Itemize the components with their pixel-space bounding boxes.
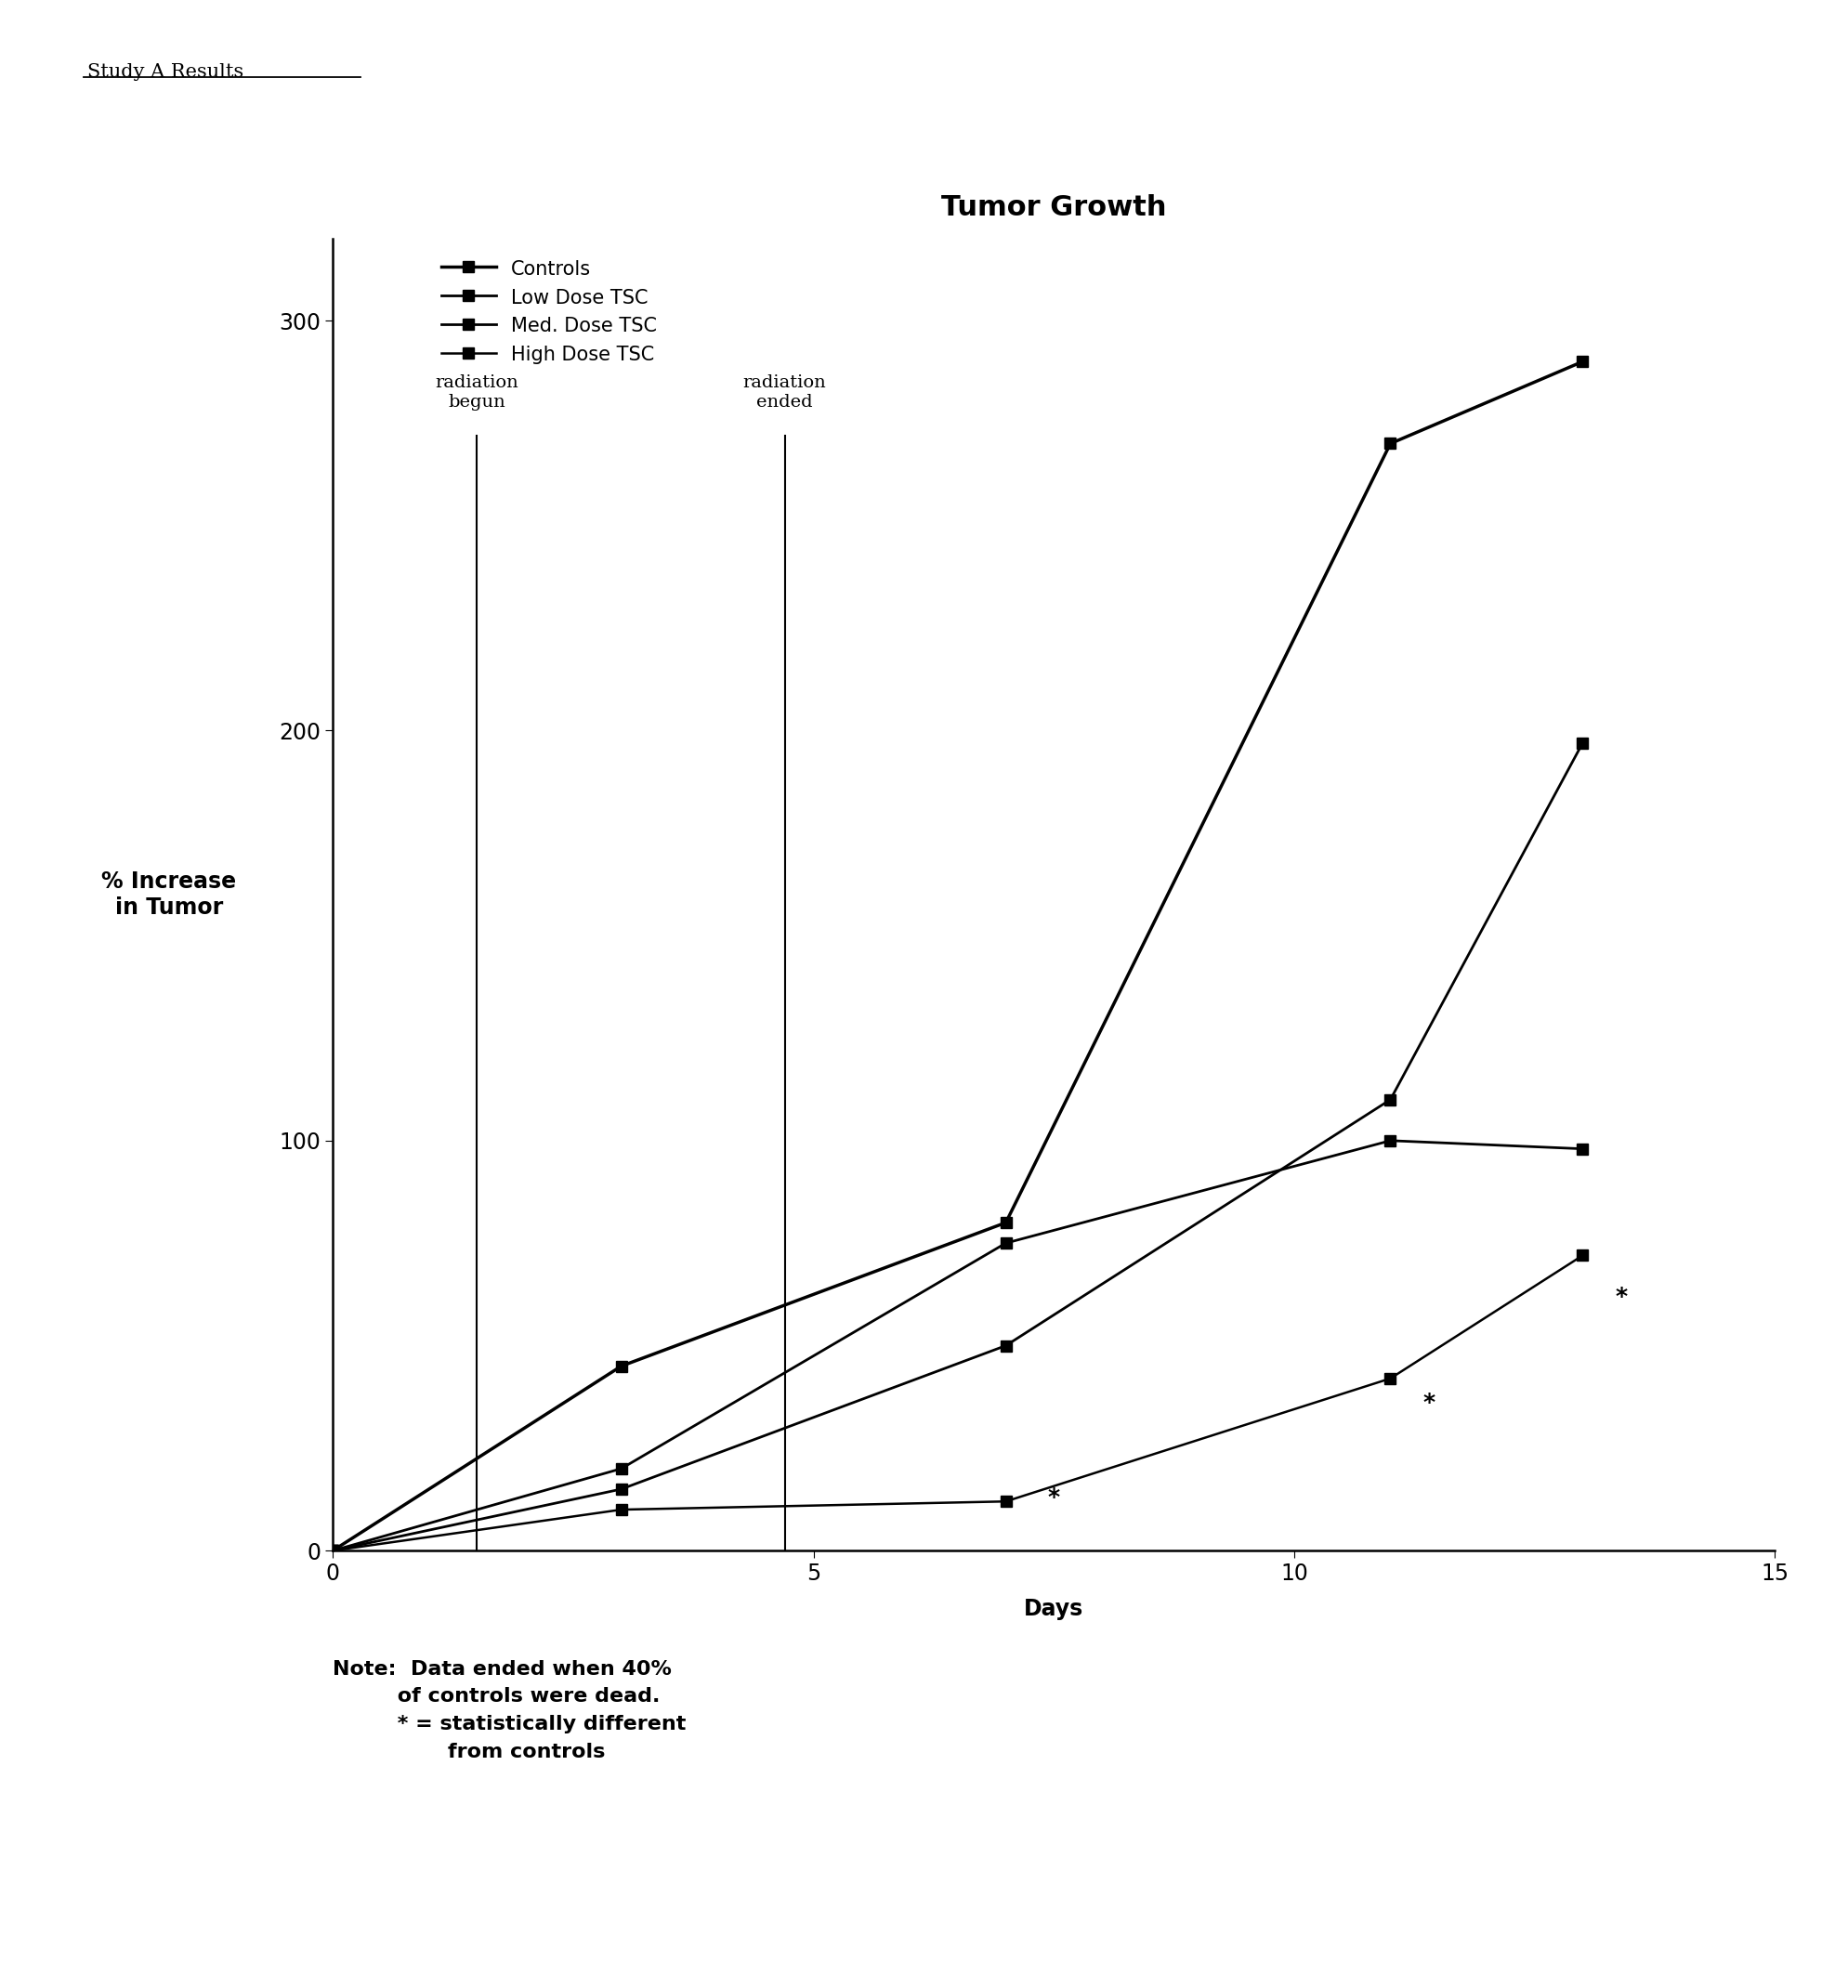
Controls [1571,350,1593,374]
Title: Tumor Growth: Tumor Growth [941,195,1166,221]
Med. Dose TSC [610,1477,632,1501]
Low Dose TSC [1571,1137,1593,1161]
Text: *: * [1615,1286,1626,1308]
Controls [994,1211,1016,1235]
Line: Med. Dose TSC: Med. Dose TSC [327,738,1587,1557]
Text: *: * [1048,1487,1059,1509]
Y-axis label: % Increase
in Tumor: % Increase in Tumor [102,871,237,918]
X-axis label: Days: Days [1024,1598,1083,1620]
High Dose TSC [994,1489,1016,1513]
High Dose TSC [322,1539,344,1563]
Line: Controls: Controls [327,356,1587,1557]
Low Dose TSC [610,1457,632,1481]
Low Dose TSC [322,1539,344,1563]
Legend: Controls, Low Dose TSC, Med. Dose TSC, High Dose TSC: Controls, Low Dose TSC, Med. Dose TSC, H… [434,252,665,372]
Low Dose TSC [1379,1129,1401,1153]
High Dose TSC [610,1497,632,1521]
Controls [1379,431,1401,455]
Text: Note:  Data ended when 40%
         of controls were dead.
         * = statisti: Note: Data ended when 40% of controls we… [333,1660,686,1761]
Text: radiation
ended: radiation ended [743,374,826,412]
High Dose TSC [1379,1366,1401,1390]
High Dose TSC [1571,1244,1593,1268]
Med. Dose TSC [1379,1087,1401,1111]
Line: High Dose TSC: High Dose TSC [327,1250,1587,1557]
Controls [610,1354,632,1378]
Med. Dose TSC [1571,732,1593,755]
Text: radiation
begun: radiation begun [434,374,519,412]
Med. Dose TSC [994,1334,1016,1358]
Med. Dose TSC [322,1539,344,1563]
Line: Low Dose TSC: Low Dose TSC [327,1135,1587,1557]
Controls [322,1539,344,1563]
Low Dose TSC [994,1231,1016,1254]
Text: Study A Results: Study A Results [87,64,244,82]
Text: *: * [1423,1392,1434,1413]
